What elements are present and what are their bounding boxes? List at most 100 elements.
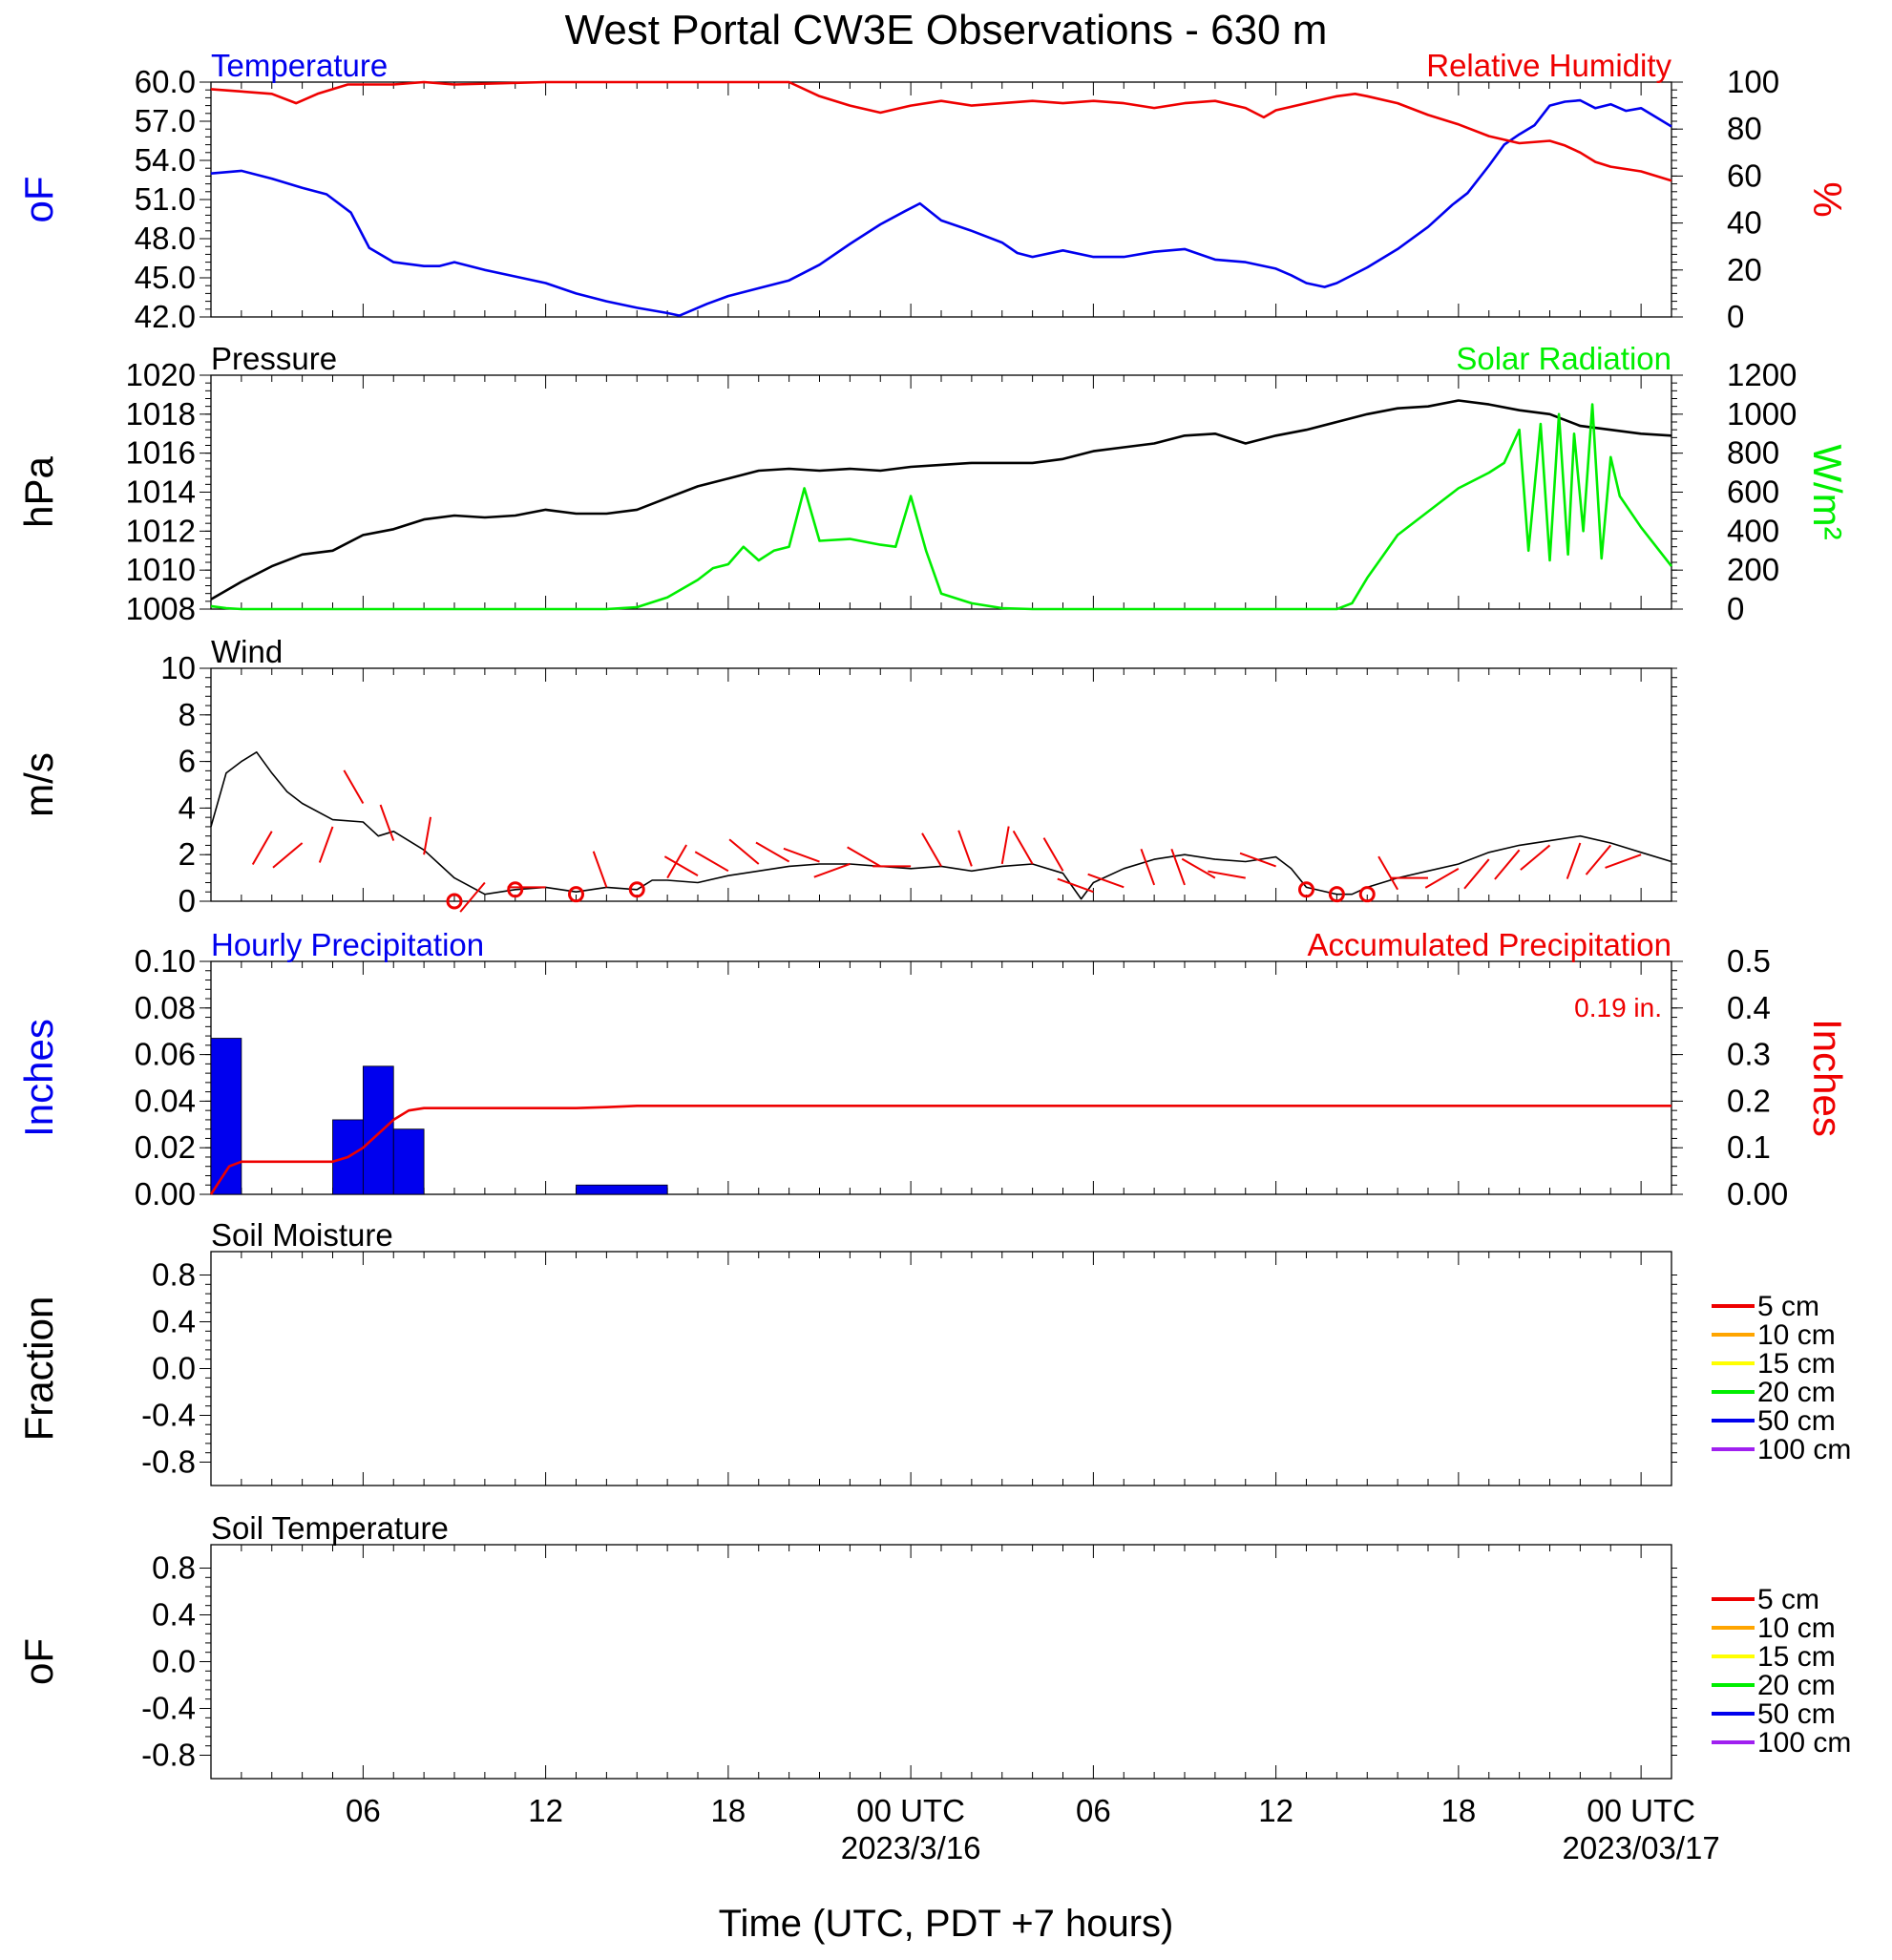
legend-label: 20 cm	[1757, 1377, 1836, 1408]
legend-label: 10 cm	[1757, 1612, 1836, 1644]
panel-title-left: Temperature	[211, 48, 388, 83]
y-tick-label: 4	[179, 790, 196, 825]
wind-barb	[813, 863, 851, 878]
wind-barb	[921, 832, 942, 867]
y-tick-label: 0.10	[135, 943, 196, 979]
y-tick-label: 0.4	[152, 1304, 196, 1339]
panel-title-left: Soil Moisture	[211, 1217, 393, 1253]
y-tick-label: -0.8	[141, 1444, 196, 1480]
calm-wind-marker	[1328, 886, 1345, 903]
y-axis-title-right: Inches	[1805, 1019, 1850, 1137]
x-tick-label: 12	[1258, 1793, 1293, 1828]
y-tick-label: 0.8	[152, 1257, 196, 1293]
panel-title-left: Hourly Precipitation	[211, 927, 484, 962]
wind-barb	[1087, 873, 1125, 889]
wind-barb	[1463, 858, 1490, 890]
y-tick-label: 8	[179, 697, 196, 732]
precip-bar	[576, 1184, 668, 1195]
wind-barb	[957, 830, 973, 867]
plot-frame	[210, 1251, 1672, 1486]
wind-barb	[1377, 855, 1398, 891]
wind-barb	[1170, 848, 1186, 886]
precip-bar	[392, 1128, 425, 1195]
panel-title-left: Pressure	[211, 341, 337, 376]
wind-barb	[459, 881, 486, 913]
y-right-tick-label: 0	[1727, 591, 1744, 626]
wind-barb	[1239, 852, 1276, 868]
y-axis-title-left: oF	[16, 176, 61, 222]
x-date-label: 2023/3/16	[841, 1830, 981, 1865]
wind-barb	[847, 846, 881, 868]
series-line-solar-radiation	[210, 403, 1673, 611]
wind-barb	[1140, 848, 1156, 886]
wind-barb	[728, 838, 760, 865]
legend-label: 10 cm	[1757, 1319, 1836, 1351]
y-axis-title-left: hPa	[16, 455, 61, 527]
y-right-tick-label: 60	[1727, 158, 1762, 193]
x-tick-label: 00 UTC	[1587, 1793, 1695, 1828]
y-axis-title-left: oF	[16, 1638, 61, 1685]
y-right-tick-label: 200	[1727, 552, 1779, 587]
y-tick-label: 1012	[126, 513, 196, 548]
wind-barb	[755, 841, 790, 863]
y-tick-label: 0.00	[135, 1176, 196, 1212]
y-right-tick-label: 400	[1727, 513, 1779, 548]
y-tick-label: 0.04	[135, 1083, 196, 1118]
panel-title-right: Relative Humidity	[1426, 48, 1671, 83]
wind-barb	[1208, 870, 1246, 879]
y-tick-label: 48.0	[135, 221, 196, 256]
precip-bar	[210, 1038, 242, 1195]
y-tick-label: 0.06	[135, 1037, 196, 1072]
panel-title-right: Accumulated Precipitation	[1307, 927, 1671, 962]
y-tick-label: 0.4	[152, 1597, 196, 1633]
y-right-tick-label: 600	[1727, 474, 1779, 510]
x-tick-label: 18	[1441, 1793, 1477, 1828]
wind-barb	[272, 842, 304, 869]
y-right-tick-label: 0.5	[1727, 943, 1771, 979]
y-tick-label: -0.8	[141, 1738, 196, 1773]
legend-label: 100 cm	[1757, 1434, 1851, 1465]
wind-barb	[1000, 826, 1010, 865]
y-tick-label: 0.0	[152, 1644, 196, 1679]
wind-barb	[379, 804, 395, 841]
figure-title: West Portal CW3E Observations - 630 m	[565, 7, 1328, 53]
x-tick-label: 06	[346, 1793, 381, 1828]
series-line-temperature	[210, 98, 1672, 317]
wind-barb	[1585, 844, 1612, 875]
wind-barb	[318, 826, 334, 863]
wind-barb	[1494, 849, 1521, 880]
calm-wind-marker	[1298, 881, 1314, 898]
series-line-accumulated-precipitation	[209, 1105, 1671, 1195]
y-tick-label: 0.8	[152, 1550, 196, 1586]
plot-frame	[210, 1544, 1672, 1780]
y-tick-label: 1010	[126, 552, 196, 587]
wind-barb	[251, 831, 273, 865]
y-right-tick-label: 80	[1727, 111, 1762, 146]
panel-wind: 10 8 6 4 2 0 Wind m/s	[16, 634, 1677, 918]
y-tick-label: 0.08	[135, 990, 196, 1025]
y-tick-label: 1008	[126, 591, 196, 626]
y-axis-title-left: Fraction	[16, 1296, 61, 1442]
wind-barb	[1424, 867, 1460, 889]
y-tick-label: -0.4	[141, 1691, 196, 1726]
y-axis-title-right: %	[1805, 181, 1850, 217]
panel-hourly-precipitation: 0.10 0.08 0.06 0.04 0.02 0.00 0.5 0.4 0.3 0.2 0.1 0…	[16, 927, 1850, 1212]
chart-panels: 60.057.054.051.048.045.042.0100806040200…	[16, 48, 1851, 1865]
wind-barb	[694, 851, 729, 873]
y-tick-label: 2	[179, 836, 196, 872]
x-tick-label: 18	[711, 1793, 746, 1828]
y-tick-label: 45.0	[135, 260, 196, 295]
panel-title-left: Soil Temperature	[211, 1510, 449, 1546]
y-tick-label: 1014	[126, 474, 196, 510]
panel-title-right: Solar Radiation	[1456, 341, 1671, 376]
wind-barb	[1181, 857, 1216, 879]
y-tick-label: 10	[160, 650, 196, 685]
y-tick-label: 0.0	[152, 1351, 196, 1386]
legend-label: 100 cm	[1757, 1727, 1851, 1759]
y-right-tick-label: 800	[1727, 435, 1779, 471]
wind-barb	[1012, 830, 1034, 865]
y-tick-label: -0.4	[141, 1398, 196, 1433]
y-tick-label: 6	[179, 744, 196, 779]
series-line-relative-humidity	[210, 80, 1672, 182]
